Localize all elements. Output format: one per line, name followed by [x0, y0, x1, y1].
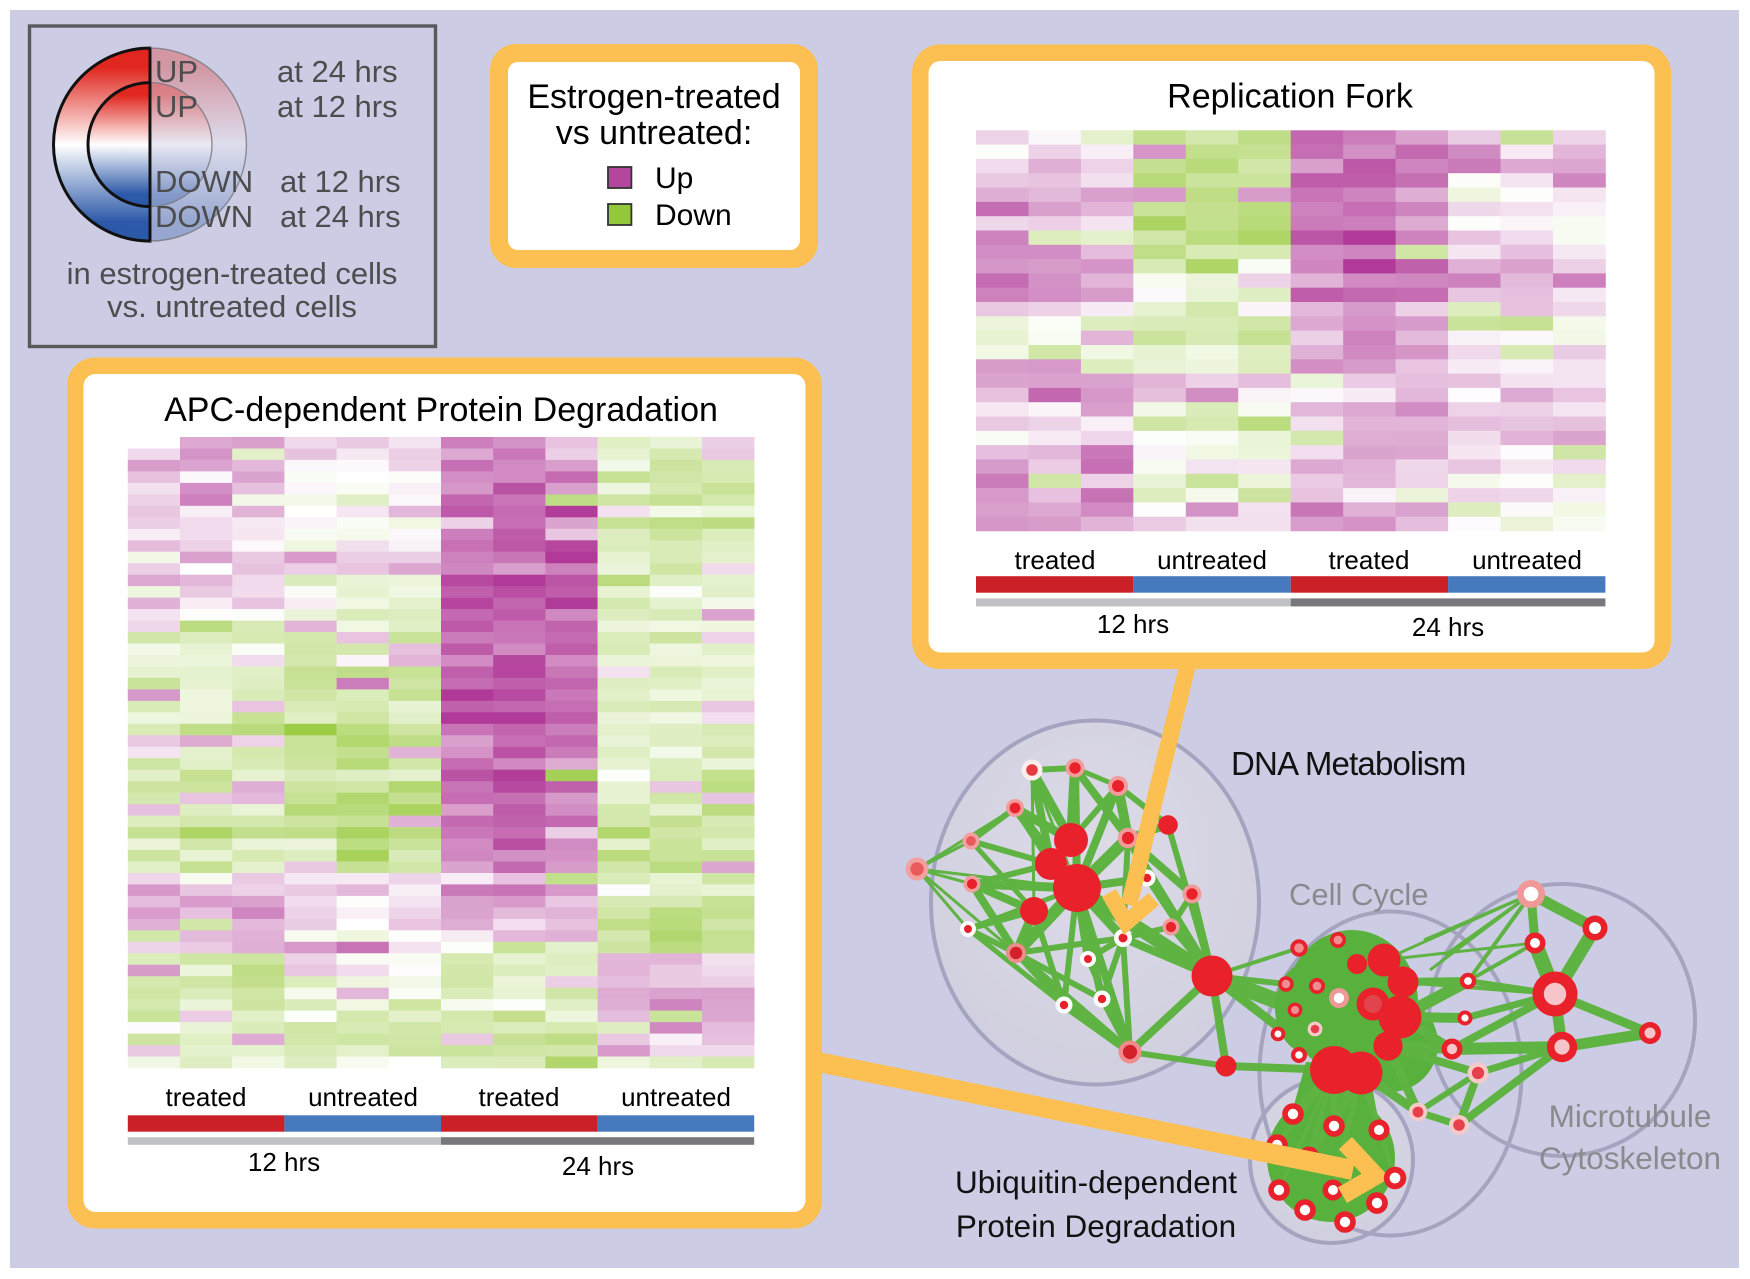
svg-text:Replication Fork: Replication Fork	[1167, 78, 1414, 116]
svg-text:Estrogen-treated: Estrogen-treated	[527, 78, 780, 116]
svg-text:Microtubule: Microtubule	[1549, 1098, 1712, 1134]
svg-text:Ubiquitin-dependent: Ubiquitin-dependent	[955, 1164, 1237, 1200]
svg-text:24 hrs: 24 hrs	[562, 1151, 634, 1181]
svg-text:at 12 hrs: at 12 hrs	[280, 164, 401, 199]
svg-text:Down: Down	[655, 199, 732, 232]
svg-text:UP: UP	[155, 54, 198, 89]
svg-text:vs untreated:: vs untreated:	[556, 114, 753, 152]
svg-text:treated: treated	[479, 1082, 560, 1112]
svg-text:vs. untreated cells: vs. untreated cells	[107, 289, 357, 324]
svg-text:12 hrs: 12 hrs	[1097, 609, 1169, 639]
svg-text:untreated: untreated	[621, 1082, 731, 1112]
svg-text:DNA Metabolism: DNA Metabolism	[1231, 745, 1466, 782]
svg-text:DOWN: DOWN	[155, 164, 253, 199]
svg-text:untreated: untreated	[308, 1082, 418, 1112]
svg-text:DOWN: DOWN	[155, 199, 253, 234]
svg-text:at 24 hrs: at 24 hrs	[280, 199, 401, 234]
svg-text:APC-dependent Protein Degradat: APC-dependent Protein Degradation	[164, 391, 718, 429]
svg-text:in estrogen-treated cells: in estrogen-treated cells	[67, 256, 398, 291]
svg-text:treated: treated	[1015, 545, 1096, 575]
svg-text:at 12 hrs: at 12 hrs	[277, 89, 398, 124]
svg-text:Cytoskeleton: Cytoskeleton	[1539, 1140, 1721, 1176]
svg-text:treated: treated	[166, 1082, 247, 1112]
svg-text:24 hrs: 24 hrs	[1412, 612, 1484, 642]
svg-text:untreated: untreated	[1472, 545, 1582, 575]
svg-text:12 hrs: 12 hrs	[248, 1147, 320, 1177]
svg-text:untreated: untreated	[1157, 545, 1267, 575]
svg-text:UP: UP	[155, 89, 198, 124]
svg-text:Up: Up	[655, 162, 693, 195]
svg-text:Protein Degradation: Protein Degradation	[956, 1208, 1236, 1244]
svg-text:Cell Cycle: Cell Cycle	[1289, 877, 1429, 912]
svg-text:at 24 hrs: at 24 hrs	[277, 54, 398, 89]
svg-text:treated: treated	[1329, 545, 1410, 575]
